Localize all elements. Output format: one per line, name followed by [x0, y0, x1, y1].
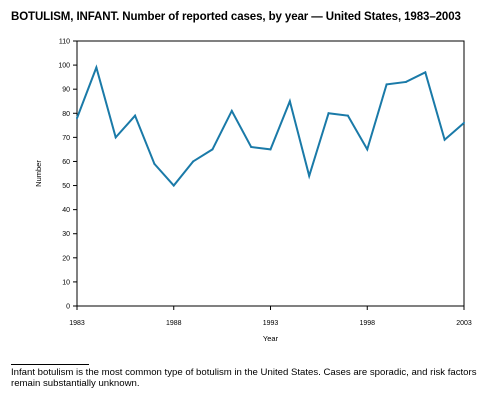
y-axis-label: Number [34, 160, 43, 187]
data-point [172, 184, 175, 187]
data-point [250, 146, 253, 148]
y-tick-label: 50 [62, 183, 70, 190]
data-point [366, 148, 369, 151]
data-point [463, 121, 465, 124]
y-tick-label: 110 [59, 39, 70, 46]
x-tick-label: 1983 [69, 320, 85, 327]
data-points [76, 66, 465, 187]
y-tick-label: 100 [58, 63, 70, 70]
y-tick-label: 0 [66, 304, 70, 311]
x-tick-label: 1993 [263, 320, 279, 327]
data-point [346, 114, 349, 117]
x-tick-label: 1988 [166, 320, 182, 327]
data-point [269, 148, 272, 151]
y-tick-label: 60 [62, 159, 70, 166]
x-axis-label: Year [263, 334, 279, 343]
y-tick-label: 90 [62, 87, 70, 94]
y-tick-label: 10 [62, 279, 70, 286]
y-tick-label: 20 [62, 255, 70, 262]
chart-title: BOTULISM, INFANT. Number of reported cas… [11, 11, 461, 23]
y-tick-label: 80 [62, 111, 70, 118]
data-point [443, 138, 446, 141]
y-tick-label: 70 [62, 135, 70, 142]
data-point [95, 66, 98, 69]
data-point [385, 83, 388, 86]
data-point [327, 112, 330, 115]
footnote: Infant botulism is the most common type … [11, 367, 477, 389]
series-line [76, 64, 465, 188]
data-point [308, 174, 311, 177]
data-point [192, 160, 195, 163]
y-axis-ticks: 0 10 20 30 40 50 60 70 80 90 100 110 [58, 39, 77, 311]
data-point [230, 109, 233, 112]
footnote-divider [11, 364, 89, 365]
data-point [153, 162, 156, 165]
data-point [288, 100, 291, 103]
x-axis-ticks: 1983 1988 1993 1998 2003 [69, 306, 472, 327]
data-point [424, 71, 427, 74]
data-point [114, 136, 117, 139]
x-tick-label: 2003 [456, 320, 472, 327]
data-point [404, 80, 407, 83]
plot-frame [76, 40, 465, 307]
data-point [211, 148, 214, 151]
data-point [76, 117, 78, 120]
x-tick-label: 1998 [359, 320, 375, 327]
y-tick-label: 30 [62, 231, 70, 238]
y-tick-label: 40 [62, 207, 70, 214]
data-point [134, 114, 137, 117]
